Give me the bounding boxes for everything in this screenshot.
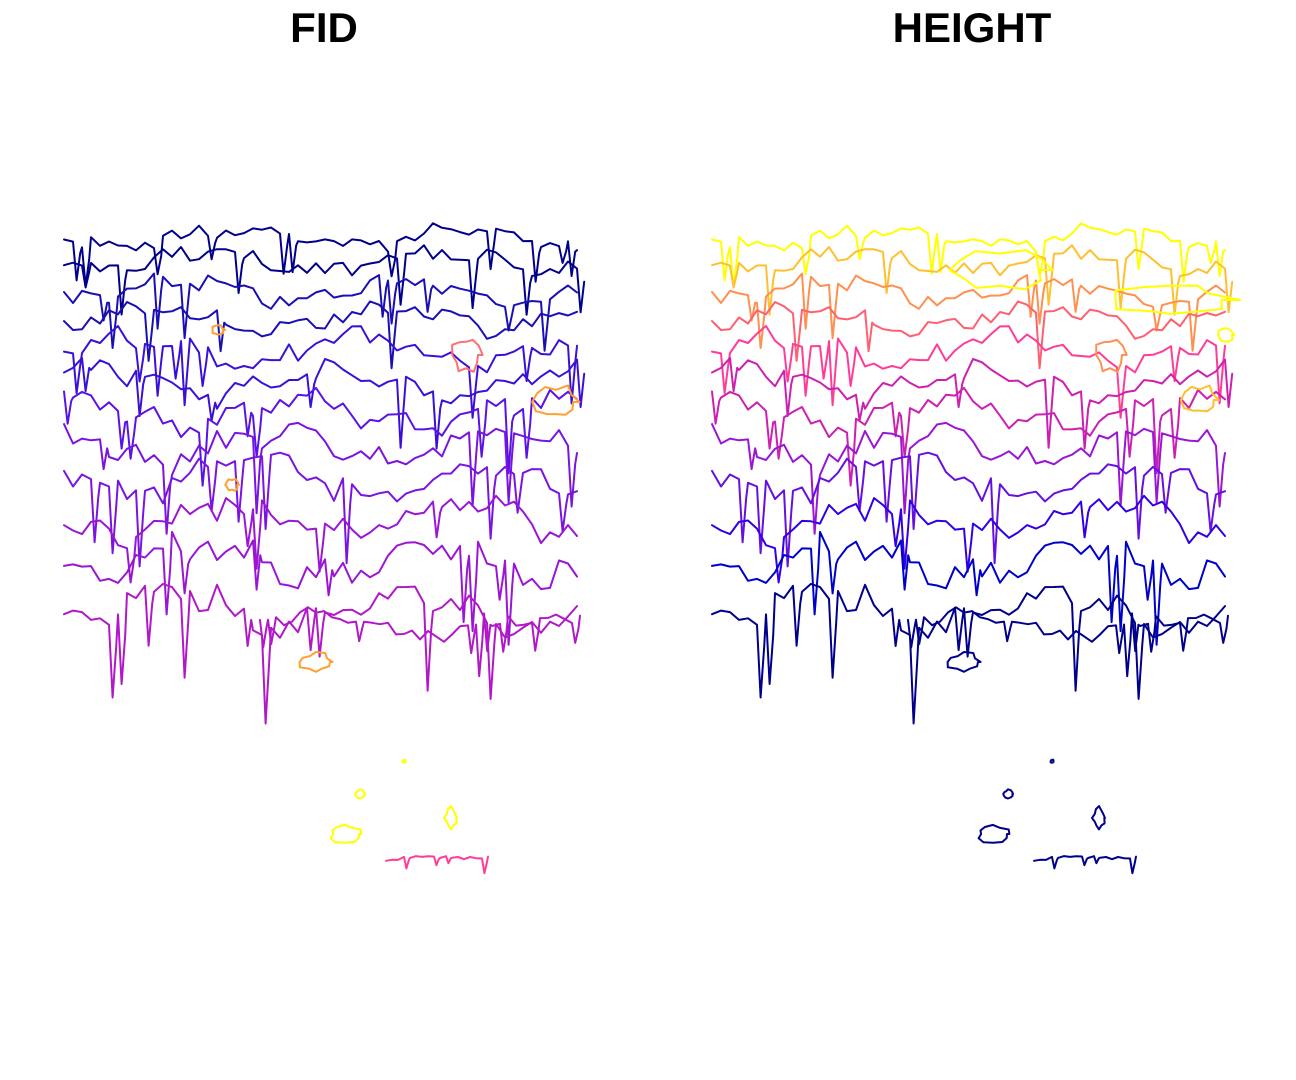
contour-island <box>329 823 363 844</box>
contour-island <box>401 758 407 764</box>
contour-patch <box>211 324 226 336</box>
contour-line <box>711 325 1226 419</box>
contour-line <box>711 494 1226 584</box>
contour-patch <box>948 249 1054 291</box>
contour-line <box>63 421 578 535</box>
contour-line <box>711 451 1226 568</box>
contour-line <box>711 272 1226 352</box>
fid-map-panel: FID <box>63 4 586 875</box>
contour-island <box>354 788 367 800</box>
contour-line <box>907 606 1229 678</box>
contour-line <box>63 582 578 725</box>
contour-line <box>63 222 578 288</box>
contour-line <box>63 272 578 352</box>
contour-island <box>1002 788 1015 800</box>
contour-patch <box>224 478 240 492</box>
contour-line <box>63 300 578 370</box>
fid-contour-map <box>63 222 586 875</box>
contour-patch <box>1095 338 1128 373</box>
contour-patch <box>451 338 484 373</box>
contour-line <box>711 530 1226 646</box>
contour-line <box>711 222 1226 288</box>
height-map-panel: HEIGHT <box>648 0 1296 1080</box>
contour-line <box>63 530 578 646</box>
contour-patch <box>531 384 581 416</box>
map-title: FID <box>290 4 358 51</box>
contour-line <box>711 244 1234 316</box>
contour-island <box>298 651 334 673</box>
contour-line <box>259 606 581 678</box>
contour-line <box>63 357 586 450</box>
contour-line <box>385 855 489 875</box>
contour-line <box>1033 855 1137 875</box>
contour-patch <box>1179 384 1220 413</box>
contour-line <box>63 451 578 568</box>
contour-line <box>711 300 1226 370</box>
contour-patch <box>1114 284 1242 315</box>
contour-island <box>946 651 982 673</box>
contour-island <box>1091 805 1106 831</box>
contour-island <box>977 823 1011 844</box>
contour-line <box>711 582 1226 725</box>
contour-line <box>63 325 578 419</box>
map-title: HEIGHT <box>892 4 1052 51</box>
contour-island <box>443 805 458 831</box>
contour-island <box>1049 758 1055 764</box>
contour-patch <box>1217 327 1236 343</box>
contour-line <box>711 421 1226 535</box>
height-contour-map <box>711 222 1242 875</box>
contour-line <box>711 357 1234 450</box>
contour-line <box>63 494 578 584</box>
contour-line <box>63 244 586 316</box>
